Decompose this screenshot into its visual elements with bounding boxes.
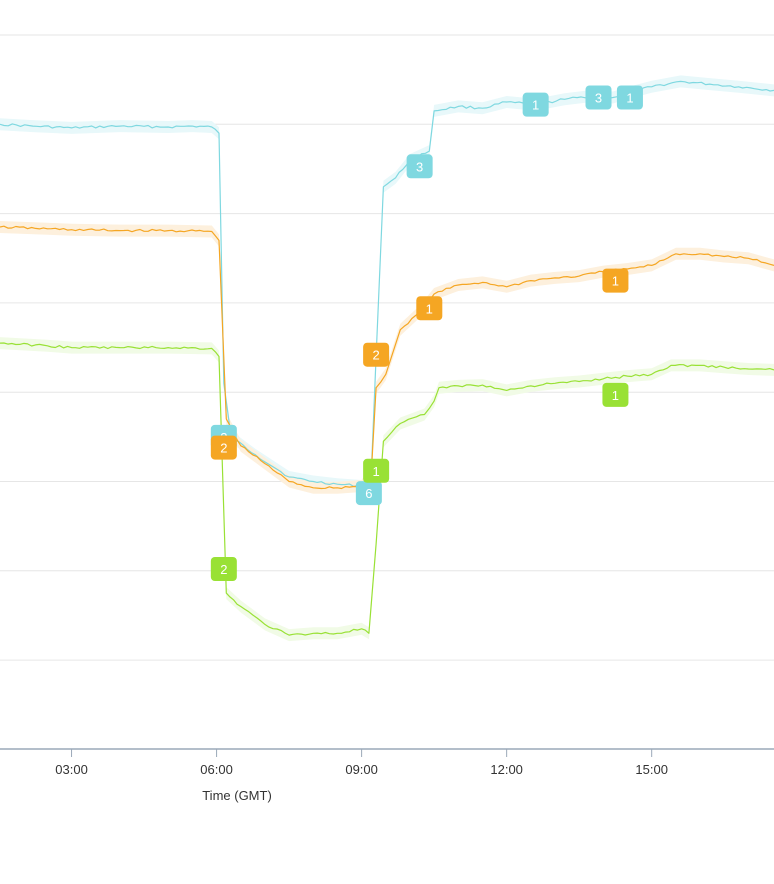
flag-badge — [210, 435, 237, 460]
flag-label: 1 — [612, 388, 619, 403]
flag-label: 1 — [373, 464, 380, 479]
flag-badge — [522, 92, 549, 117]
flag-badge — [616, 85, 643, 110]
flag-badge — [363, 458, 390, 483]
flag-badge — [355, 481, 382, 506]
annotation-flag: 1 — [602, 382, 629, 407]
flag-badge — [406, 154, 433, 179]
flag-badge — [416, 296, 443, 321]
series-line — [0, 225, 774, 490]
series-band — [0, 75, 774, 493]
annotation-flag: 2 — [363, 342, 390, 367]
annotation-flags: 2631312211211 — [210, 85, 643, 582]
series-bands — [0, 75, 774, 642]
flag-label: 1 — [532, 98, 539, 113]
annotation-flag: 3 — [585, 85, 612, 110]
annotation-flag: 1 — [522, 92, 549, 117]
annotation-flag: 2 — [210, 435, 237, 460]
flag-label: 3 — [416, 159, 423, 174]
annotation-flag: 2 — [210, 557, 237, 582]
x-axis-ticks: 03:00 06:00 09:00 12:00 15:00 — [55, 749, 668, 777]
flag-label: 6 — [365, 486, 372, 501]
x-tick-label: 09:00 — [345, 762, 378, 777]
x-tick-label: 15:00 — [635, 762, 668, 777]
series-band — [0, 337, 774, 642]
annotation-flag: 6 — [355, 481, 382, 506]
flag-badge — [602, 382, 629, 407]
series-lines — [0, 80, 774, 636]
flag-label: 1 — [626, 91, 633, 106]
annotation-flag: 1 — [602, 268, 629, 293]
flag-label: 2 — [220, 441, 227, 456]
flag-badge — [210, 557, 237, 582]
annotation-flag: 1 — [363, 458, 390, 483]
flag-label: 1 — [612, 274, 619, 289]
series-line — [0, 80, 774, 487]
annotation-flag: 3 — [406, 154, 433, 179]
annotation-flag: 1 — [616, 85, 643, 110]
series-band — [0, 221, 774, 494]
x-tick-label: 06:00 — [200, 762, 233, 777]
x-tick-label: 12:00 — [490, 762, 523, 777]
annotation-flag: 1 — [416, 296, 443, 321]
flag-label: 3 — [595, 91, 602, 106]
series-line — [0, 342, 774, 636]
flag-badge — [602, 268, 629, 293]
flag-label: 2 — [373, 348, 380, 363]
flag-label: 2 — [220, 562, 227, 577]
x-axis-title: Time (GMT) — [202, 788, 272, 803]
x-tick-label: 03:00 — [55, 762, 88, 777]
flag-badge — [363, 342, 390, 367]
flag-badge — [585, 85, 612, 110]
flag-label: 1 — [426, 301, 433, 316]
